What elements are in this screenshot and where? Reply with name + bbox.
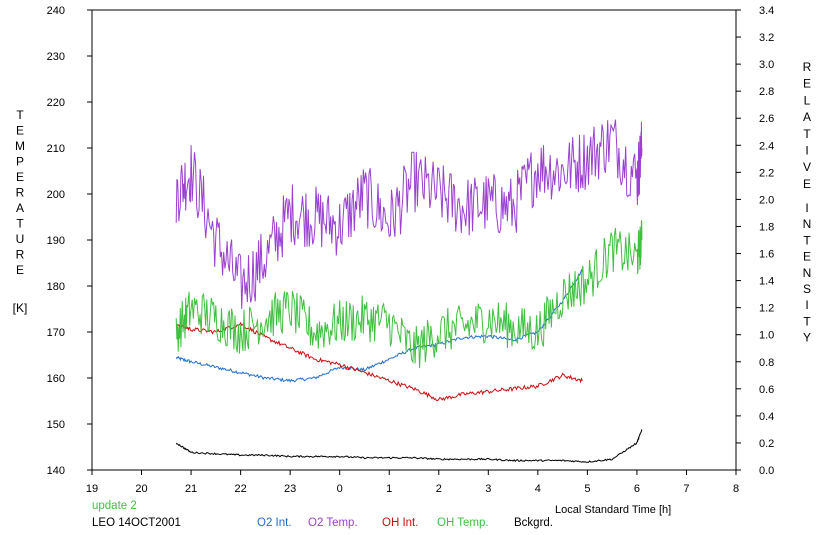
y-right-label-letter: A <box>803 110 811 124</box>
y-left-tick-label: 220 <box>47 97 65 109</box>
y-left-label-letter: T <box>16 217 24 231</box>
x-tick-label: 3 <box>485 483 491 495</box>
legend: O2 Int. O2 Temp. OH Int. OH Temp. Bckgrd. upd… <box>92 500 553 529</box>
y-left-label-letter: E <box>16 263 24 277</box>
y-right-tick-label: 1.8 <box>759 221 774 233</box>
y-right-label-letter: V <box>803 160 811 174</box>
x-tick-label: 19 <box>86 483 98 495</box>
x-tick-label: 8 <box>733 483 739 495</box>
y-right-tick-label: 3.0 <box>759 59 774 71</box>
station-label: LEO 14OCT2001 <box>92 517 181 529</box>
y-right-label-letter: T <box>803 233 811 247</box>
y-left-tick-label: 210 <box>47 143 65 155</box>
y-right-tick-label: 2.4 <box>759 140 774 152</box>
y-right-tick-label: 1.4 <box>759 276 774 288</box>
y-left-tick-label: 150 <box>47 419 65 431</box>
series-line-o2-int <box>175 269 583 383</box>
y-right-tick-label: 2.2 <box>759 167 774 179</box>
series-line-oh-int <box>175 321 583 402</box>
y-right-tick-label: 3.4 <box>759 5 774 17</box>
series-line-oh-temp <box>175 220 643 369</box>
y-right-label-letter: I <box>805 298 808 312</box>
y-right-label-letter: E <box>803 177 811 191</box>
y-right-tick-label: 1.6 <box>759 249 774 261</box>
y-left-tick-label: 160 <box>47 373 65 385</box>
series-line-bckgrd <box>175 429 643 463</box>
y-left-tick-label: 190 <box>47 235 65 247</box>
y-right-label-letter: S <box>803 282 811 296</box>
y-right-tick-label: 0.6 <box>759 384 774 396</box>
x-tick-label: 7 <box>683 483 689 495</box>
y-left-tick-label: 140 <box>47 465 65 477</box>
y-left-label-letter: P <box>16 155 24 169</box>
y-left-tick-label: 170 <box>47 327 65 339</box>
y-left-label-letter: A <box>16 201 24 215</box>
y-left-label-letter: E <box>16 170 24 184</box>
y-right-tick-label: 1.2 <box>759 303 774 315</box>
x-tick-label: 1 <box>386 483 392 495</box>
y-left-tick-label: 180 <box>47 281 65 293</box>
x-tick-label: 2 <box>436 483 442 495</box>
y-right-label-letter: E <box>803 250 811 264</box>
update-label: update 2 <box>92 500 137 512</box>
y-left-label-letter: R <box>16 248 25 262</box>
y-right-tick-label: 1.0 <box>759 330 774 342</box>
y-right-tick-label: 0.8 <box>759 357 774 369</box>
y-left-tick-label: 200 <box>47 189 65 201</box>
x-tick-label: 22 <box>234 483 246 495</box>
y-right-label-letter: I <box>805 201 808 215</box>
y-right-tick-label: 2.8 <box>759 86 774 98</box>
y-left-tick-label: 230 <box>47 51 65 63</box>
series-line-o2-temp <box>175 119 643 309</box>
y-left-tick-label: 240 <box>47 5 65 17</box>
y-right-tick-label: 2.6 <box>759 113 774 125</box>
x-tick-label: 4 <box>535 483 541 495</box>
y-left-unit: [K] <box>13 301 28 315</box>
y-right-label-letter: N <box>803 217 812 231</box>
y-left-label-letter: T <box>16 108 24 122</box>
x-tick-label: 23 <box>284 483 296 495</box>
y-right-tick-label: 2.0 <box>759 194 774 206</box>
series-group <box>175 119 643 463</box>
x-tick-label: 5 <box>584 483 590 495</box>
legend-item: Bckgrd. <box>514 517 553 529</box>
y-right-label-letter: Y <box>803 331 811 345</box>
y-left-label-letter: R <box>16 186 25 200</box>
y-right-label-letter: T <box>803 127 811 141</box>
y-right-label-letter: N <box>803 266 812 280</box>
y-left-label-letter: M <box>15 139 25 153</box>
legend-item: OH Int. <box>382 517 418 529</box>
x-tick-label: 0 <box>337 483 343 495</box>
axes: 19 20 21 22 23 0 1 2 3 4 5 6 7 8140150160170180190200… <box>47 5 775 495</box>
x-axis-label: Local Standard Time [h] <box>555 504 671 516</box>
x-tick-label: 21 <box>185 483 197 495</box>
y-right-tick-label: 0.2 <box>759 438 774 450</box>
legend-item: O2 Int. <box>257 517 292 529</box>
y-right-tick-label: 0.4 <box>759 411 774 423</box>
legend-item: O2 Temp. <box>308 517 358 529</box>
y-right-label-letter: R <box>803 60 812 74</box>
y-right-label-letter: L <box>804 93 811 107</box>
y-right-tick-label: 0.0 <box>759 465 774 477</box>
y-right-label-letter: T <box>803 314 811 328</box>
y-right-label-letter: I <box>805 144 808 158</box>
x-tick-label: 6 <box>634 483 640 495</box>
x-tick-label: 20 <box>135 483 147 495</box>
y-right-label-letter: E <box>803 77 811 91</box>
y-right-tick-label: 3.2 <box>759 32 774 44</box>
y-left-label-letter: E <box>16 124 24 138</box>
y-left-label-letter: U <box>16 232 25 246</box>
legend-item: OH Temp. <box>437 517 489 529</box>
